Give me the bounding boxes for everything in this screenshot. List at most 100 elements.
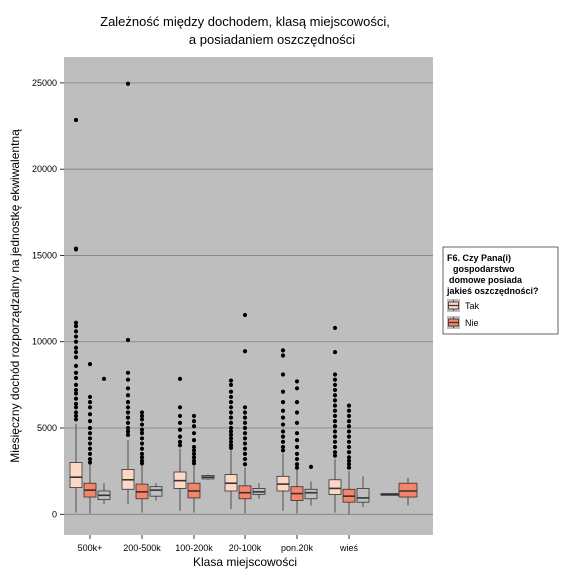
- outlier-point: [73, 324, 79, 329]
- box-Tak-wieś: [328, 325, 342, 513]
- outlier-point: [228, 439, 234, 444]
- box-series2-500k+: [97, 376, 111, 504]
- outlier-point: [177, 413, 183, 419]
- outlier-point: [228, 389, 234, 394]
- outlier-point: [332, 453, 338, 458]
- box-series2-wieś: [356, 476, 370, 508]
- outlier-point: [228, 410, 234, 415]
- outlier-point: [73, 375, 79, 381]
- box-Nie-100-200k: [187, 413, 201, 513]
- box-Tak-pon.20k: [276, 348, 290, 511]
- outlier-point: [125, 420, 131, 425]
- outlier-point: [73, 410, 79, 415]
- outlier-point: [73, 349, 79, 355]
- legend: F6. Czy Pana(i) gospodarstwo domowe posi…: [442, 246, 559, 335]
- outlier-point: [280, 448, 286, 453]
- outlier-point: [280, 400, 286, 405]
- outlier-point: [191, 461, 197, 466]
- outlier-point: [242, 456, 248, 462]
- outlier-point: [280, 434, 286, 439]
- outlier-point: [294, 462, 300, 467]
- outlier-point: [242, 312, 248, 318]
- outlier-point: [294, 451, 300, 456]
- outlier-point: [73, 370, 79, 375]
- outlier-point: [87, 394, 93, 400]
- x-tick-label: 20-100k: [229, 543, 262, 553]
- outlier-point: [139, 451, 145, 456]
- outlier-point: [73, 345, 79, 350]
- box-Nie-20-100k: [238, 312, 252, 514]
- outlier-point: [191, 448, 197, 453]
- outlier-point: [280, 372, 286, 377]
- outlier-point: [242, 349, 248, 354]
- gridlines: [64, 82, 433, 515]
- outlier-point: [73, 320, 79, 325]
- outlier-point: [242, 410, 248, 415]
- outlier-point: [332, 403, 338, 408]
- outlier-point: [191, 413, 197, 419]
- box-layer: [69, 81, 418, 515]
- outlier-point: [87, 431, 93, 436]
- outlier-point: [280, 415, 286, 420]
- outlier-point: [294, 386, 300, 391]
- box-body: [328, 479, 342, 495]
- outlier-point: [332, 424, 338, 429]
- outlier-point: [73, 417, 79, 422]
- outlier-point: [346, 429, 352, 434]
- box-series2-20-100k: [252, 483, 266, 499]
- legend-item-Nie: Nie: [447, 316, 479, 329]
- box-Nie-extra: [398, 478, 418, 506]
- outlier-point: [125, 429, 131, 434]
- box-Nie-pon.20k: [290, 379, 304, 514]
- y-axis-title: Miesięczny dochód rozporządzalny na jedn…: [8, 129, 22, 463]
- box-body: [356, 488, 370, 503]
- outlier-point: [332, 325, 338, 331]
- outlier-point: [191, 451, 197, 456]
- outlier-point: [280, 408, 286, 413]
- outlier-point: [332, 408, 338, 413]
- legend-label: Tak: [465, 301, 480, 311]
- outlier-point: [346, 403, 352, 408]
- outlier-point: [125, 377, 131, 382]
- outlier-point: [242, 420, 248, 425]
- outlier-point: [294, 400, 300, 405]
- outlier-point: [332, 434, 338, 439]
- plot-panel: [64, 57, 433, 535]
- legend-box: [442, 246, 559, 335]
- outlier-point: [87, 425, 93, 431]
- outlier-point: [87, 446, 93, 451]
- legend-title-line-1: F6. Czy Pana(i): [447, 253, 511, 263]
- chart-title-line-2: a posiadaniem oszczędności: [189, 32, 355, 47]
- outlier-point: [332, 413, 338, 419]
- box-Nie-500k+: [83, 362, 97, 514]
- outlier-point: [228, 436, 234, 441]
- outlier-point: [73, 355, 79, 360]
- outlier-point: [87, 405, 93, 410]
- outlier-point: [139, 431, 145, 436]
- outlier-point: [87, 400, 93, 405]
- y-tick-label: 10000: [32, 337, 57, 347]
- outlier-point: [73, 405, 79, 410]
- outlier-point: [228, 445, 234, 450]
- outlier-point: [332, 398, 338, 403]
- box-Tak-200-500k: [121, 81, 135, 504]
- box-Nie-wieś: [342, 403, 356, 515]
- outlier-point: [125, 81, 131, 86]
- outlier-point: [242, 436, 248, 441]
- outlier-point: [280, 389, 286, 394]
- outlier-point: [73, 396, 79, 401]
- outlier-point: [346, 439, 352, 444]
- outlier-point: [332, 444, 338, 450]
- outlier-point: [228, 394, 234, 400]
- outlier-point: [191, 424, 197, 429]
- outlier-point: [125, 386, 131, 391]
- outlier-point: [87, 441, 93, 446]
- outlier-point: [294, 456, 300, 462]
- outlier-point: [139, 422, 145, 427]
- outlier-point: [242, 405, 248, 410]
- outlier-point: [346, 419, 352, 424]
- box-series2-100-200k: [201, 474, 215, 480]
- outlier-point: [332, 450, 338, 455]
- outlier-point: [139, 441, 145, 446]
